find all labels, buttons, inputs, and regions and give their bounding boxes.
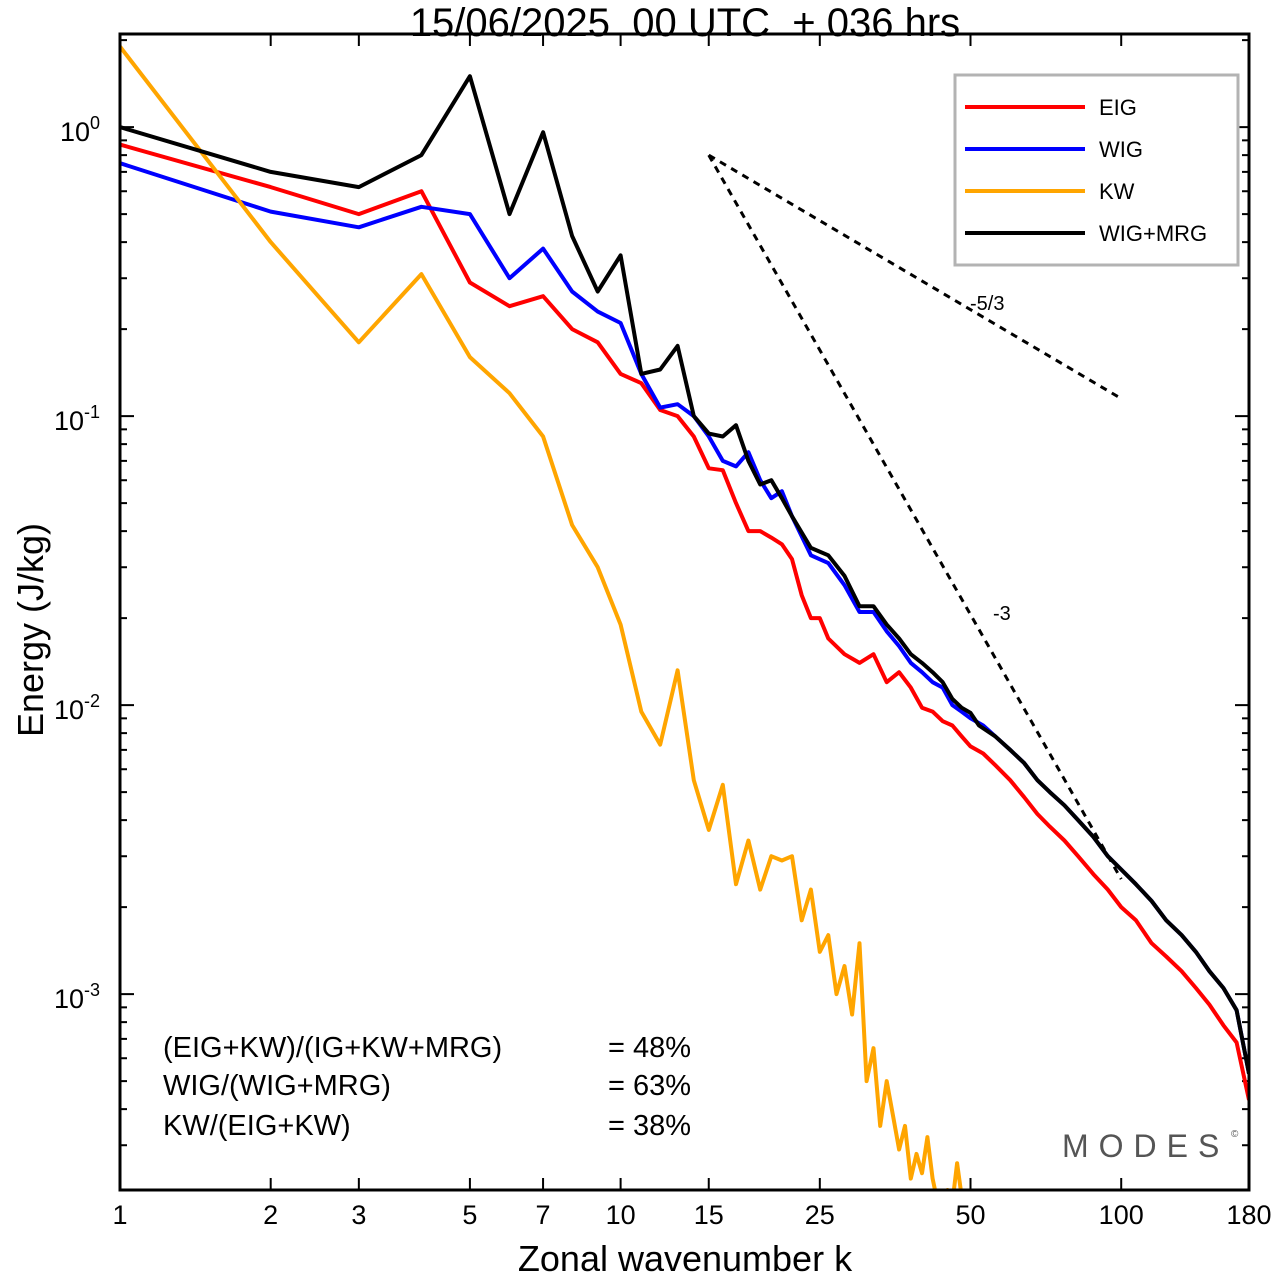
x-tick-label: 2	[263, 1200, 278, 1230]
ratio-label-2: WIG/(WIG+MRG)	[163, 1070, 391, 1102]
series-layer	[120, 45, 1249, 1190]
legend-label-eig: EIG	[1099, 95, 1137, 120]
x-tick-label: 7	[536, 1200, 551, 1230]
ratio-value-2: = 63%	[608, 1070, 691, 1102]
modes-logo: MODES	[1062, 1128, 1229, 1164]
x-tick-label: 180	[1226, 1200, 1271, 1230]
y-tick-label: 10-1	[54, 402, 100, 436]
slope-label-five-thirds: -5/3	[970, 293, 1004, 315]
energy-ratios: (EIG+KW)/(IG+KW+MRG) = 48% WIG/(WIG+MRG)…	[163, 1032, 691, 1142]
ratio-label-1: (EIG+KW)/(IG+KW+MRG)	[163, 1032, 502, 1064]
legend-label-wig: WIG	[1099, 137, 1143, 162]
legend: EIG WIG KW WIG+MRG	[953, 73, 1240, 267]
x-tick-label: 3	[351, 1200, 366, 1230]
y-axis-label: Energy (J/kg)	[10, 523, 51, 737]
x-tick-label: 10	[606, 1200, 636, 1230]
ratio-label-3: KW/(EIG+KW)	[163, 1110, 351, 1142]
slope-line-1	[707, 153, 1122, 400]
y-tick-exponent: -2	[84, 691, 100, 711]
slope-line-2	[707, 154, 1123, 880]
x-tick-label: 25	[805, 1200, 835, 1230]
modes-copyright-mark: ©	[1231, 1129, 1239, 1140]
legend-label-kw: KW	[1099, 179, 1135, 204]
y-tick-exponent: -3	[84, 980, 100, 1000]
ratio-value-3: = 38%	[608, 1110, 691, 1142]
y-tick-label: 100	[60, 113, 100, 147]
ratio-value-1: = 48%	[608, 1032, 691, 1064]
x-tick-label: 5	[462, 1200, 477, 1230]
slope-label-three: -3	[993, 603, 1011, 625]
x-tick-label: 100	[1099, 1200, 1144, 1230]
series-line-kw	[120, 45, 963, 1190]
series-line-eig	[120, 142, 1249, 1101]
y-tick-exponent: 0	[90, 113, 100, 133]
legend-label-wig-mrg: WIG+MRG	[1099, 221, 1207, 246]
x-tick-label: 15	[694, 1200, 724, 1230]
reference-slopes	[707, 153, 1123, 880]
x-tick-label: 50	[955, 1200, 985, 1230]
x-tick-label: 1	[112, 1200, 127, 1230]
plot-frame	[118, 32, 1251, 1192]
chart-title: 15/06/2025 00 UTC + 036 hrs	[410, 1, 960, 45]
y-tick-label: 10-3	[54, 980, 100, 1014]
y-tick-label: 10-2	[54, 691, 100, 725]
x-axis-label: Zonal wavenumber k	[518, 1238, 853, 1279]
series-line-wig-mrg	[120, 74, 1249, 1075]
series-line-wig	[120, 161, 1249, 1075]
y-tick-exponent: -1	[84, 402, 100, 422]
